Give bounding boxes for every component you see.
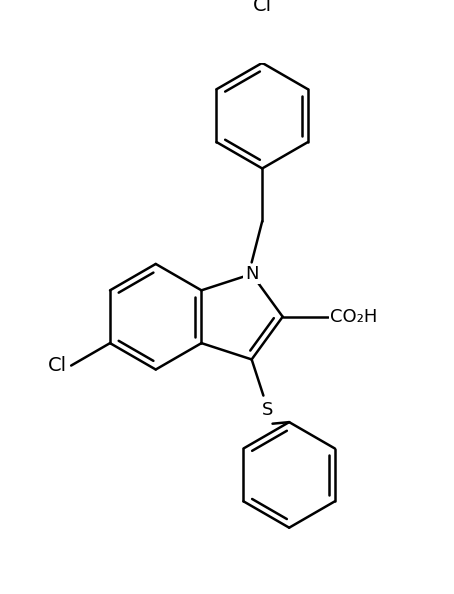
Text: Cl: Cl bbox=[48, 356, 67, 375]
Text: Cl: Cl bbox=[252, 0, 272, 15]
Text: N: N bbox=[245, 265, 258, 283]
Text: CO₂H: CO₂H bbox=[330, 308, 378, 326]
Text: S: S bbox=[262, 400, 274, 419]
